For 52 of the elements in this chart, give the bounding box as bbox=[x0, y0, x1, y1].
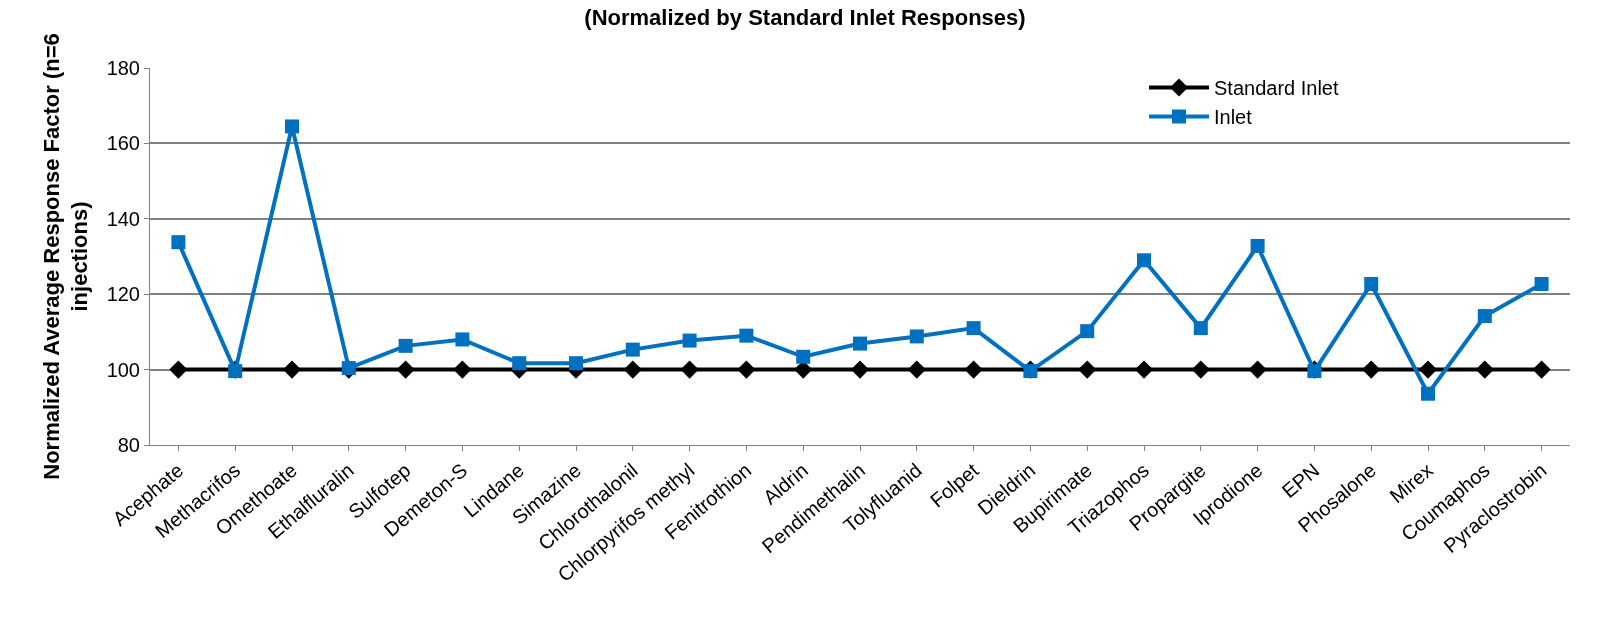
y-tick-label: 100 bbox=[106, 358, 140, 381]
y-tick-label: 160 bbox=[106, 132, 140, 155]
point bbox=[1080, 324, 1095, 339]
point bbox=[1023, 364, 1038, 379]
point bbox=[625, 342, 640, 357]
point bbox=[623, 360, 642, 379]
y-axis-title: Normalized Average Response Factor (n=6 injections) bbox=[38, 33, 93, 480]
point bbox=[680, 360, 699, 379]
point bbox=[1137, 253, 1151, 268]
point bbox=[1418, 360, 1438, 379]
point bbox=[228, 364, 243, 379]
chart-title: (Normalized by Standard Inlet Responses) bbox=[584, 4, 1026, 30]
point bbox=[1532, 360, 1551, 379]
point bbox=[398, 338, 413, 353]
y-tick-label: 80 bbox=[117, 434, 140, 456]
point bbox=[1475, 360, 1494, 379]
point bbox=[907, 360, 926, 379]
y-tick-label: 120 bbox=[106, 283, 140, 306]
point bbox=[850, 360, 870, 379]
point bbox=[1534, 277, 1549, 292]
y-tick-label: 180 bbox=[106, 57, 140, 79]
point bbox=[569, 356, 583, 371]
point bbox=[964, 360, 983, 379]
point bbox=[737, 360, 756, 379]
point bbox=[853, 336, 867, 351]
point bbox=[1250, 238, 1265, 253]
point bbox=[169, 360, 188, 379]
y-tick-label: 140 bbox=[106, 207, 140, 230]
legend-label: Inlet bbox=[1214, 106, 1253, 129]
point bbox=[1362, 360, 1381, 379]
point bbox=[739, 328, 754, 343]
point bbox=[909, 329, 924, 344]
point bbox=[171, 235, 186, 250]
point bbox=[796, 349, 811, 364]
point bbox=[1191, 360, 1210, 379]
point bbox=[1307, 364, 1322, 379]
point bbox=[1364, 277, 1379, 292]
point bbox=[1248, 360, 1267, 379]
point bbox=[453, 360, 472, 379]
point bbox=[1477, 309, 1492, 324]
point bbox=[1134, 360, 1154, 379]
point bbox=[282, 360, 302, 379]
point bbox=[966, 321, 981, 336]
point bbox=[285, 119, 299, 134]
point bbox=[1078, 360, 1097, 379]
point bbox=[1193, 321, 1208, 336]
point bbox=[455, 332, 470, 347]
point bbox=[1421, 386, 1435, 401]
point bbox=[396, 360, 415, 379]
point bbox=[512, 356, 527, 371]
legend-label: Standard Inlet bbox=[1214, 77, 1339, 100]
point bbox=[682, 333, 697, 348]
